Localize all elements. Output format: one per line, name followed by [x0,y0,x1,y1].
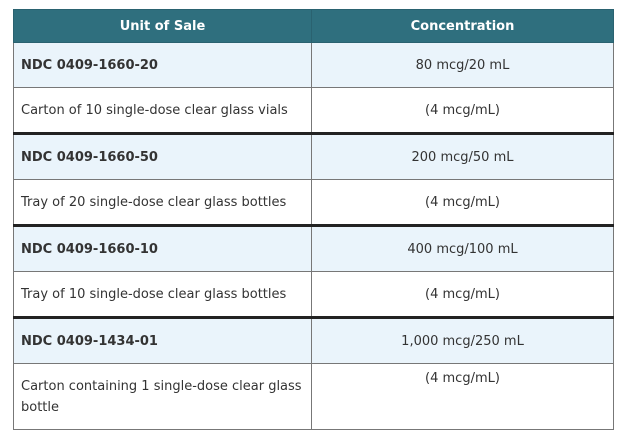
concentration-per-ml: (4 mcg/mL) [311,271,614,318]
header-concentration: Concentration [311,9,614,43]
ndc-code: NDC 0409-1660-10 [13,224,312,272]
concentration-value: 400 mcg/100 mL [311,224,614,272]
concentration-value: 200 mcg/50 mL [311,132,614,180]
ndc-code: NDC 0409-1434-01 [13,316,312,364]
unit-of-sale-table: Unit of Sale Concentration NDC 0409-1660… [13,9,614,430]
table-row: Carton of 10 single-dose clear glass via… [13,87,614,134]
concentration-value: 80 mcg/20 mL [311,42,614,88]
header-unit-of-sale: Unit of Sale [13,9,312,43]
table-row: Carton containing 1 single-dose clear gl… [13,363,614,430]
concentration-per-ml: (4 mcg/mL) [311,363,614,430]
table-row: Tray of 20 single-dose clear glass bottl… [13,179,614,226]
table-row: Tray of 10 single-dose clear glass bottl… [13,271,614,318]
concentration-per-ml: (4 mcg/mL) [311,179,614,226]
ndc-code: NDC 0409-1660-50 [13,132,312,180]
table-row: NDC 0409-1660-50 200 mcg/50 mL [13,132,614,180]
concentration-value: 1,000 mcg/250 mL [311,316,614,364]
table-header-row: Unit of Sale Concentration [13,9,614,43]
table-row: NDC 0409-1660-10 400 mcg/100 mL [13,224,614,272]
ndc-code: NDC 0409-1660-20 [13,42,312,88]
concentration-per-ml: (4 mcg/mL) [311,87,614,134]
package-description: Tray of 10 single-dose clear glass bottl… [13,271,312,318]
table-row: NDC 0409-1434-01 1,000 mcg/250 mL [13,316,614,364]
package-description: Carton of 10 single-dose clear glass via… [13,87,312,134]
table-row: NDC 0409-1660-20 80 mcg/20 mL [13,42,614,88]
table-container: Unit of Sale Concentration NDC 0409-1660… [13,9,614,430]
package-description: Tray of 20 single-dose clear glass bottl… [13,179,312,226]
package-description: Carton containing 1 single-dose clear gl… [13,363,312,430]
